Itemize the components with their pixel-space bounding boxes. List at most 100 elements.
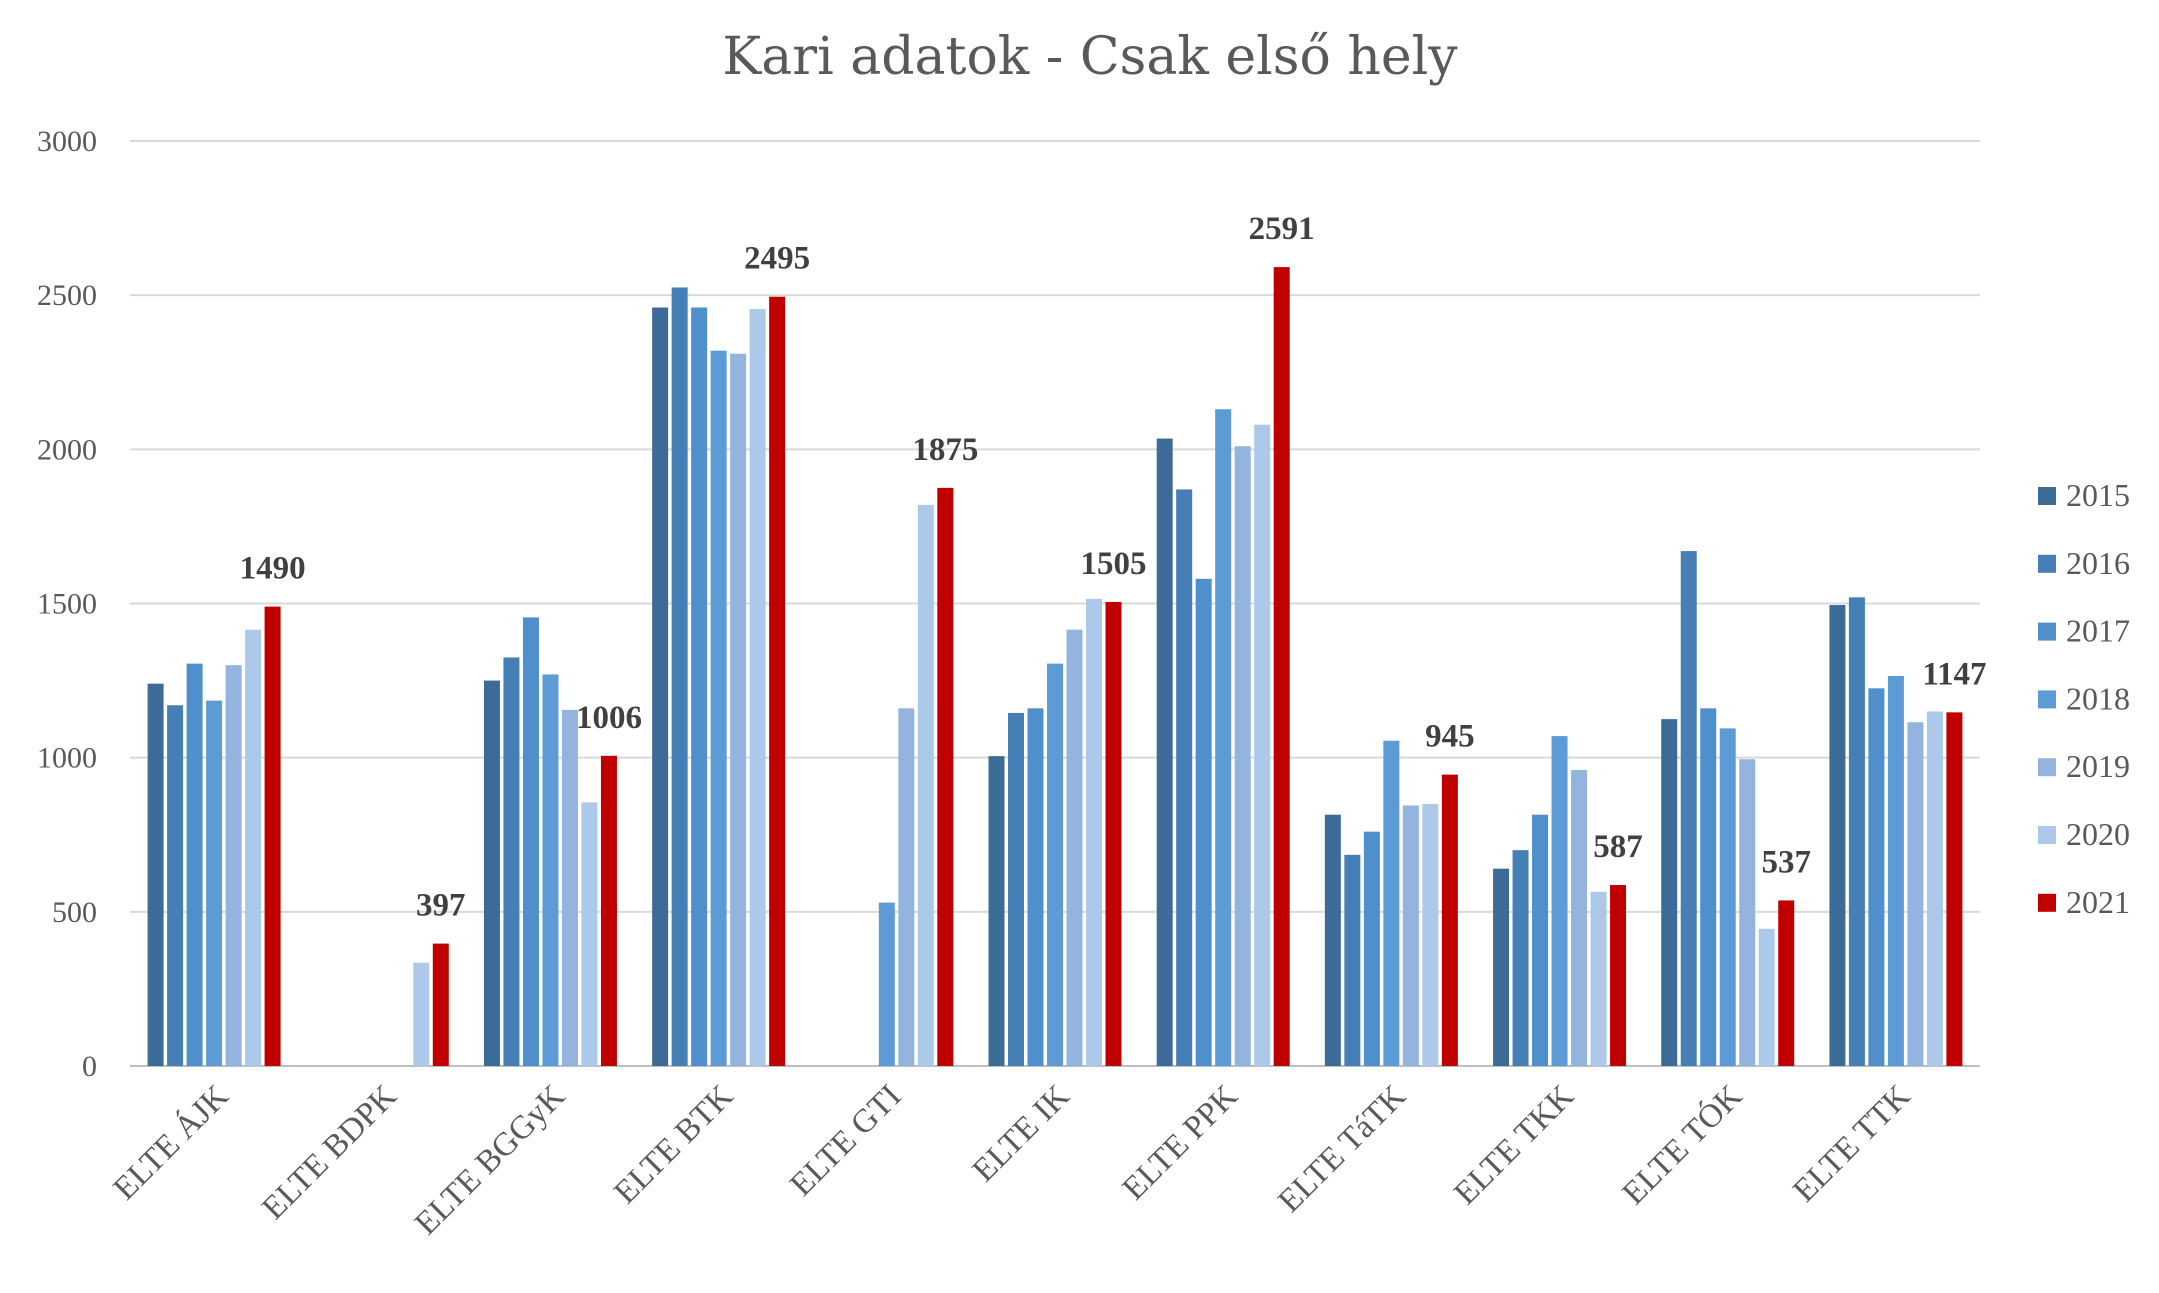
bar-2020-8	[1590, 891, 1607, 1066]
bar-2019-0	[225, 665, 242, 1066]
bar-2018-6	[1215, 409, 1232, 1066]
legend-label: 2021	[2066, 884, 2130, 920]
bar-2019-9	[1739, 759, 1756, 1066]
data-label: 537	[1761, 844, 1811, 880]
bar-2018-5	[1047, 663, 1063, 1066]
bar-2021-5	[1105, 601, 1122, 1066]
bar-2018-0	[206, 700, 223, 1066]
bar-2020-10	[1926, 711, 1943, 1066]
bar-2020-1	[413, 962, 430, 1066]
bar-2015-5	[988, 756, 1005, 1066]
legend-label: 2018	[2066, 680, 2130, 716]
y-tick-label: 1000	[37, 742, 97, 775]
legend-label: 2016	[2066, 545, 2130, 581]
bar-2021-0	[264, 606, 281, 1066]
bars	[147, 267, 1963, 1067]
data-label: 587	[1593, 829, 1643, 865]
bar-2017-9	[1700, 708, 1717, 1066]
bar-2019-10	[1907, 722, 1924, 1066]
bar-2017-6	[1195, 578, 1212, 1066]
x-category-label: ELTE GTI	[783, 1078, 908, 1203]
data-label: 2591	[1249, 211, 1315, 247]
legend: 2015 2016 2017 2018 2019 2020 2021	[2038, 477, 2130, 920]
bar-2018-2	[542, 674, 559, 1066]
legend-swatch-2015	[2038, 487, 2056, 505]
bar-2021-7	[1441, 774, 1458, 1066]
legend-label: 2019	[2066, 748, 2130, 784]
data-label: 1147	[1922, 656, 1986, 692]
x-category-label: ELTE BGGyK	[408, 1078, 572, 1242]
y-tick-label: 1500	[37, 588, 97, 621]
bar-2017-8	[1532, 814, 1549, 1066]
bar-2021-6	[1273, 267, 1290, 1066]
data-label: 1505	[1081, 546, 1147, 582]
legend-swatch-2021	[2038, 893, 2056, 912]
bar-2017-3	[691, 307, 708, 1066]
bar-2018-4	[878, 902, 895, 1066]
x-axis-categories: ELTE ÁJK ELTE BDPK ELTE BGGyK ELTE BTK ELTE …	[106, 1077, 1918, 1242]
x-category-label: ELTE BTK	[607, 1078, 740, 1211]
bar-2016-3	[671, 287, 688, 1066]
data-label: 397	[416, 888, 466, 924]
bar-2015-3	[652, 307, 669, 1066]
bar-2021-8	[1610, 885, 1627, 1066]
x-category-label: ELTE TáTK	[1272, 1078, 1414, 1220]
bar-2020-9	[1758, 928, 1775, 1066]
bar-2016-10	[1848, 597, 1865, 1066]
bar-2021-1	[432, 943, 449, 1066]
bar-2020-5	[1086, 598, 1102, 1066]
legend-swatch-2017	[2038, 622, 2056, 641]
bar-2015-8	[1493, 868, 1510, 1066]
y-tick-label: 2000	[37, 433, 97, 466]
bar-2017-5	[1027, 708, 1044, 1066]
y-tick-label: 3000	[37, 125, 97, 158]
bar-2015-9	[1661, 719, 1678, 1066]
y-axis-ticks: 0 500 1000 1500 2000 2500 3000	[37, 125, 97, 1083]
x-category-label: ELTE TTK	[1786, 1078, 1917, 1209]
y-tick-label: 500	[52, 896, 97, 929]
bar-2015-7	[1324, 814, 1341, 1066]
bar-2019-4	[898, 708, 915, 1066]
data-label: 2495	[744, 241, 810, 277]
x-category-label: ELTE TÓK	[1614, 1077, 1749, 1212]
bar-2019-2	[561, 709, 578, 1066]
bar-2019-5	[1066, 629, 1083, 1066]
bar-2017-2	[522, 617, 539, 1066]
bar-2016-8	[1512, 850, 1529, 1066]
legend-label: 2015	[2066, 477, 2130, 513]
bar-2016-5	[1008, 712, 1024, 1066]
x-category-label: ELTE IK	[966, 1078, 1077, 1189]
bar-2021-9	[1778, 900, 1795, 1066]
bar-2019-7	[1402, 805, 1419, 1066]
bar-2018-9	[1719, 728, 1736, 1066]
bar-2015-0	[147, 683, 164, 1066]
legend-swatch-2018	[2038, 690, 2056, 709]
bar-2019-3	[730, 353, 747, 1066]
bar-2015-2	[483, 680, 500, 1066]
bar-2021-3	[769, 296, 786, 1066]
bar-2020-6	[1254, 424, 1271, 1067]
bar-2015-6	[1156, 438, 1173, 1067]
bar-2019-8	[1571, 770, 1588, 1066]
bar-2016-9	[1680, 551, 1697, 1066]
bar-2020-4	[917, 504, 934, 1066]
chart-title: Kari adatok - Csak első hely	[722, 27, 1458, 87]
bar-2019-6	[1234, 446, 1251, 1066]
bar-2015-10	[1829, 605, 1846, 1066]
x-category-label: ELTE ÁJK	[106, 1077, 236, 1207]
x-category-label: ELTE BDPK	[256, 1078, 405, 1227]
bar-2016-7	[1344, 854, 1361, 1066]
data-label: 1006	[576, 700, 642, 736]
bar-2018-3	[710, 350, 727, 1067]
data-label: 1490	[240, 551, 306, 587]
bar-2016-2	[503, 657, 520, 1066]
bar-2017-0	[186, 663, 203, 1066]
bar-2020-3	[749, 309, 766, 1067]
legend-label: 2020	[2066, 816, 2130, 852]
bar-2018-10	[1887, 675, 1904, 1066]
bar-2018-8	[1551, 736, 1568, 1066]
bar-2021-4	[937, 487, 954, 1066]
bar-2021-10	[1946, 712, 1963, 1066]
legend-swatch-2019	[2038, 758, 2056, 777]
